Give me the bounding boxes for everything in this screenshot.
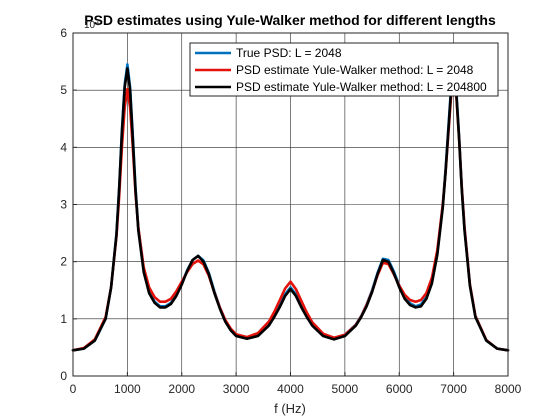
series-line-3 [71, 67, 510, 352]
y-tick-label: 5 [60, 83, 67, 97]
x-tick-label: 4000 [277, 382, 304, 396]
x-tick-label: 8000 [495, 382, 522, 396]
tick-labels: 0 1000 2000 3000 4000 5000 6000 7000 8000 0 1 2 3 4 5 6 [60, 26, 521, 396]
x-tick-label: 0 [70, 382, 77, 396]
y-tick-label: 4 [60, 140, 67, 154]
y-tick-label: 6 [60, 26, 67, 40]
x-tick-label: 3000 [223, 382, 250, 396]
y-tick-label: 0 [60, 369, 67, 383]
x-tick-label: 2000 [168, 382, 195, 396]
series-lines [71, 63, 510, 352]
legend-label-3: PSD estimate Yule-Walker method: L = 204… [236, 80, 487, 94]
chart-title: PSD estimates using Yule-Walker method f… [84, 12, 496, 28]
legend-box [189, 42, 499, 97]
y-tick-label: 2 [60, 255, 67, 269]
x-tick-label: 6000 [386, 382, 413, 396]
y-tick-label: 1 [60, 312, 67, 326]
legend-label-2: PSD estimate Yule-Walker method: L = 204… [236, 63, 474, 77]
x-tick-label: 1000 [114, 382, 141, 396]
legend-label-1: True PSD: L = 2048 [236, 46, 342, 60]
x-tick-label: 7000 [440, 382, 467, 396]
y-exponent-label: 10⁴ [84, 20, 99, 31]
x-tick-label: 5000 [332, 382, 359, 396]
x-axis-label: f (Hz) [274, 401, 306, 416]
legend: True PSD: L = 2048 PSD estimate Yule-Walk… [189, 42, 499, 97]
y-tick-label: 3 [60, 198, 67, 212]
